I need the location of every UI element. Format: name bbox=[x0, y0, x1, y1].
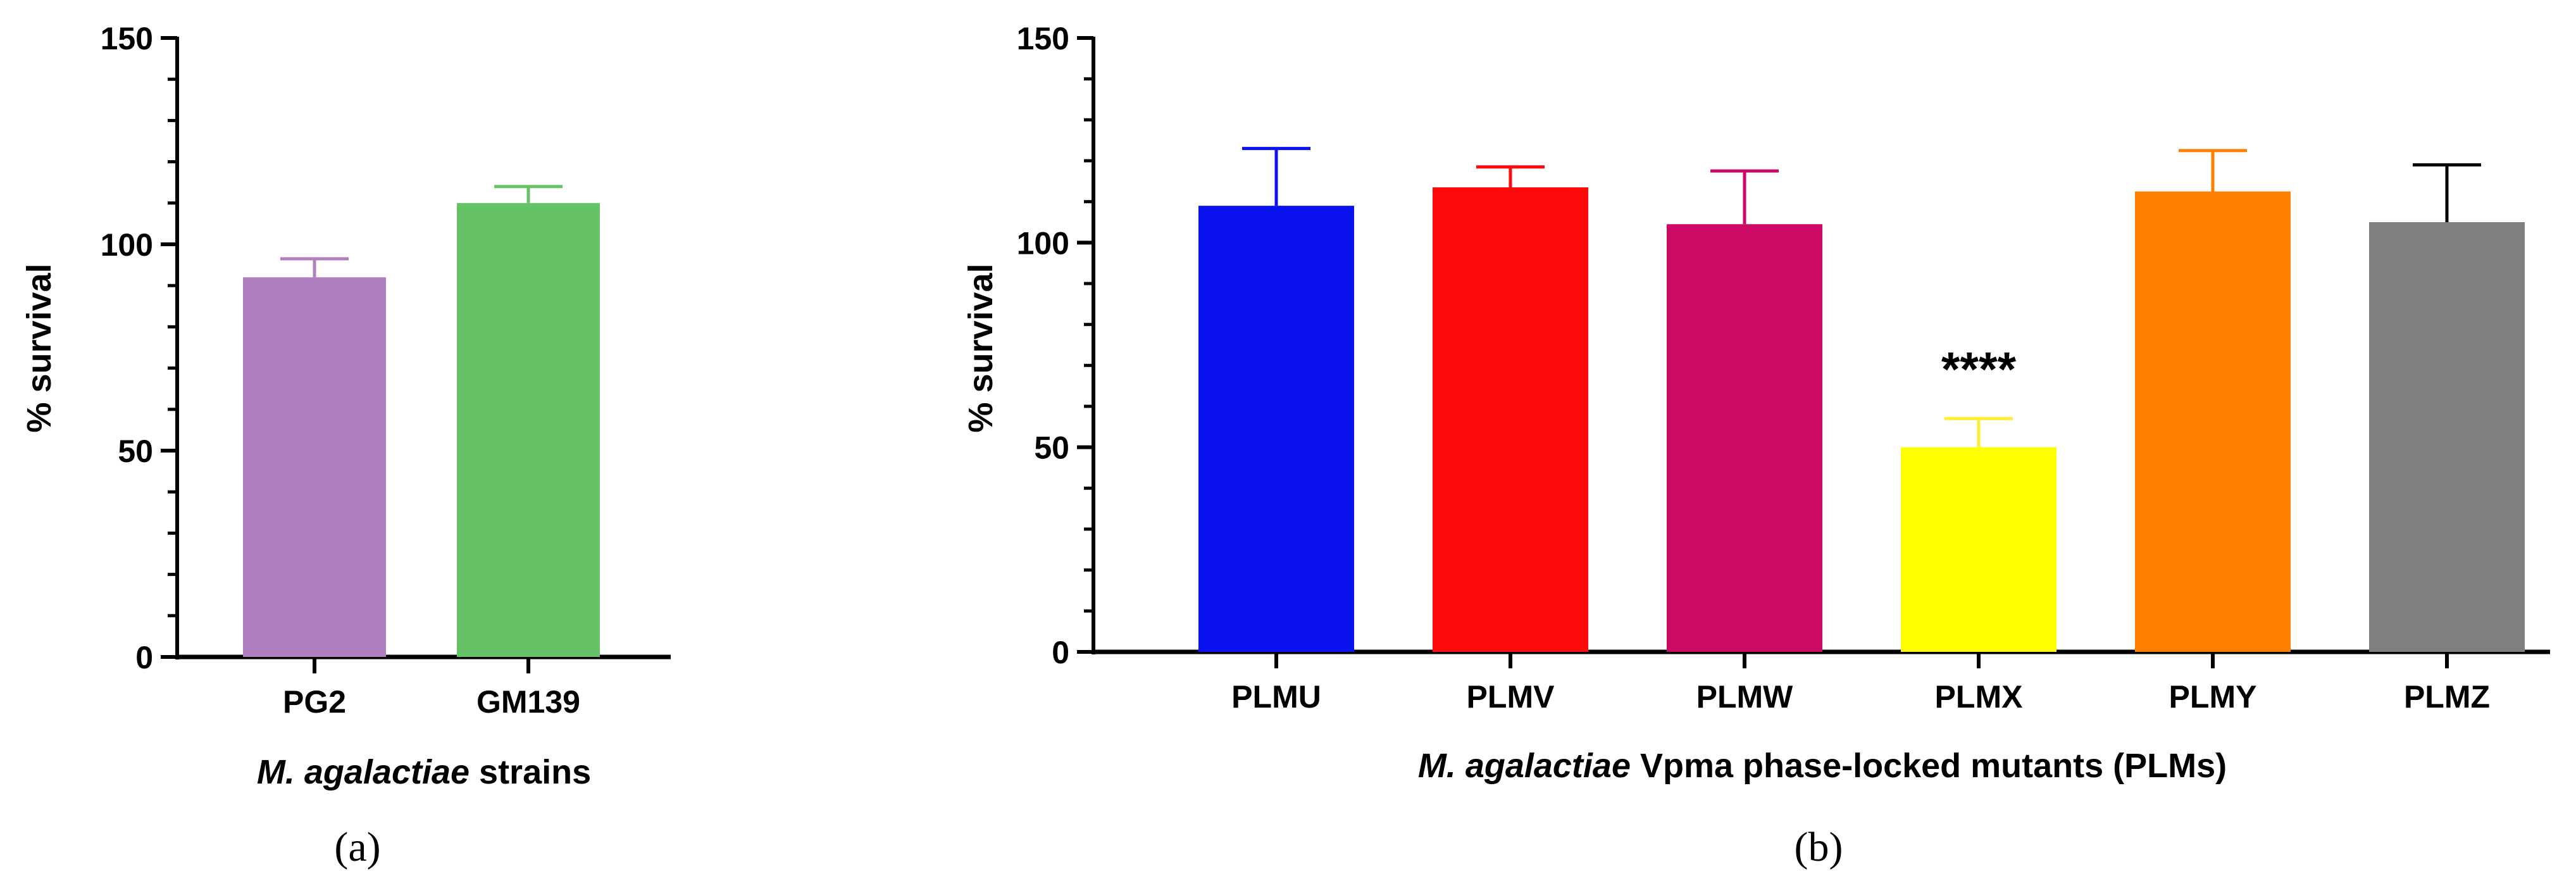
a-y-tick-label: 100 bbox=[101, 227, 153, 263]
b-x-axis-title: M. agalactiae Vpma phase-locked mutants … bbox=[1418, 747, 2227, 785]
b-x-tick-label-plmx: PLMX bbox=[1935, 679, 2023, 715]
b-y-axis-title: % survival bbox=[962, 263, 1000, 432]
b-x-tick-label-plmv: PLMV bbox=[1467, 679, 1555, 715]
panel-b-chart: 0 50 100 150 % survival PLMU PLMV PLMW PLMX PLMY P… bbox=[962, 21, 2550, 870]
b-x-tick-label-plmz: PLMZ bbox=[2404, 679, 2490, 715]
b-bar-plmv bbox=[1433, 187, 1588, 652]
a-y-tick-label: 150 bbox=[101, 21, 153, 56]
a-x-axis-title: M. agalactiae strains bbox=[257, 753, 591, 791]
b-panel-label: (b) bbox=[1795, 824, 1843, 870]
a-y-axis-title: % survival bbox=[20, 263, 58, 432]
b-x-axis-title-species: M. agalactiae bbox=[1418, 747, 1631, 785]
a-x-axis-title-species: M. agalactiae bbox=[257, 753, 470, 791]
b-bar-plmx bbox=[1901, 447, 2056, 652]
b-x-tick-label-plmy: PLMY bbox=[2169, 679, 2257, 715]
b-bar-plmz bbox=[2369, 222, 2525, 652]
b-y-tick-label: 100 bbox=[1017, 225, 1069, 261]
b-x-tick-label-plmw: PLMW bbox=[1696, 679, 1794, 715]
b-x-tick-label-plmu: PLMU bbox=[1231, 679, 1321, 715]
a-x-tick-label-gm139: GM139 bbox=[476, 684, 580, 720]
b-bar-plmy bbox=[2135, 191, 2291, 652]
a-bar-pg2 bbox=[243, 277, 386, 657]
a-x-tick-label-pg2: PG2 bbox=[283, 684, 346, 720]
b-bar-plmu bbox=[1198, 206, 1354, 653]
b-y-tick-label: 50 bbox=[1034, 430, 1069, 466]
a-y-tick-label: 50 bbox=[118, 434, 153, 469]
b-y-tick-label: 150 bbox=[1017, 21, 1069, 56]
a-bar-gm139 bbox=[457, 203, 600, 657]
b-significance-annotation: **** bbox=[1941, 342, 2017, 396]
b-x-axis-title-rest: Vpma phase-locked mutants (PLMs) bbox=[1631, 747, 2227, 785]
a-panel-label: (a) bbox=[334, 824, 380, 870]
a-x-axis-title-rest: strains bbox=[470, 753, 591, 791]
b-bar-plmw bbox=[1667, 224, 1822, 652]
a-y-tick-label: 0 bbox=[135, 640, 153, 675]
b-y-tick-label: 0 bbox=[1052, 635, 1069, 670]
